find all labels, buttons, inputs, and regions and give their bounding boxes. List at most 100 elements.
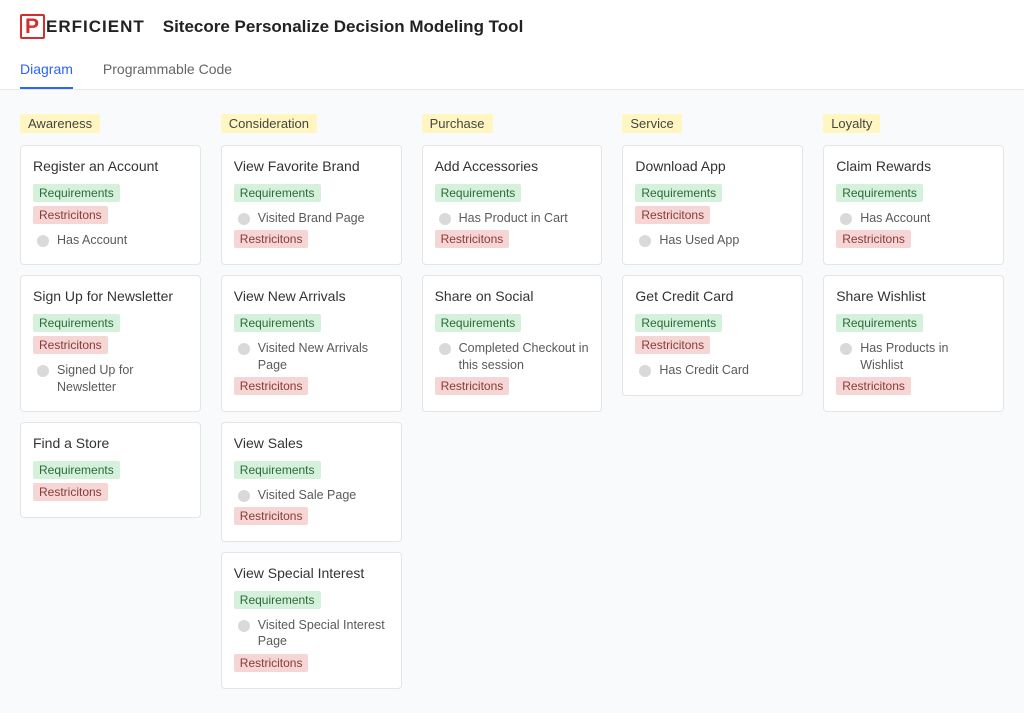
card-title: View Favorite Brand bbox=[234, 158, 389, 174]
requirements-tag: Requirements bbox=[234, 461, 321, 479]
column-consideration: Consideration View Favorite Brand Requirem… bbox=[221, 114, 402, 689]
decision-card[interactable]: View SalesRequirementsVisited Sale PageR… bbox=[221, 422, 402, 542]
bullet-icon bbox=[639, 235, 651, 247]
decision-card[interactable]: View Special Interest Requirements Visited… bbox=[221, 552, 402, 689]
card-title: Download App bbox=[635, 158, 790, 174]
tab-programmable-code[interactable]: Programmable Code bbox=[103, 53, 232, 89]
column-service: Service Download App Requirements Restricit… bbox=[622, 114, 803, 396]
decision-card[interactable]: View New Arrivals Requirements Visited New… bbox=[221, 275, 402, 412]
condition-item: Visited Sale Page bbox=[238, 487, 389, 503]
decision-card[interactable]: Get Credit CardRequirementsRestricitonsH… bbox=[622, 275, 803, 395]
requirements-tag: Requirements bbox=[234, 184, 321, 202]
column-header: Loyalty bbox=[823, 114, 880, 133]
condition-text: Has Credit Card bbox=[659, 362, 749, 378]
bullet-icon bbox=[37, 365, 49, 377]
restrictions-tag: Restricitons bbox=[234, 377, 309, 395]
condition-item: Visited Brand Page bbox=[238, 210, 389, 226]
brand-logo: P ERFICIENT bbox=[20, 14, 145, 39]
condition-text: Visited New Arrivals Page bbox=[258, 340, 389, 373]
condition-text: Has Used App bbox=[659, 232, 739, 248]
condition-text: Signed Up for Newsletter bbox=[57, 362, 188, 395]
brand-name: ERFICIENT bbox=[46, 17, 145, 37]
condition-text: Has Products in Wishlist bbox=[860, 340, 991, 373]
card-title: View Special Interest bbox=[234, 565, 389, 581]
column-header: Service bbox=[622, 114, 681, 133]
card-title: Sign Up for Newsletter bbox=[33, 288, 188, 304]
requirements-tag: Requirements bbox=[435, 314, 522, 332]
card-title: Share on Social bbox=[435, 288, 590, 304]
bullet-icon bbox=[238, 343, 250, 355]
restrictions-tag: Restricitons bbox=[635, 336, 710, 354]
bullet-icon bbox=[439, 213, 451, 225]
requirements-tag: Requirements bbox=[33, 184, 120, 202]
bullet-icon bbox=[439, 343, 451, 355]
card-title: Share Wishlist bbox=[836, 288, 991, 304]
bullet-icon bbox=[238, 490, 250, 502]
bullet-icon bbox=[37, 235, 49, 247]
card-title: Get Credit Card bbox=[635, 288, 790, 304]
condition-item: Has Product in Cart bbox=[439, 210, 590, 226]
condition-item: Has Credit Card bbox=[639, 362, 790, 378]
requirements-tag: Requirements bbox=[836, 314, 923, 332]
tab-bar: Diagram Programmable Code bbox=[0, 47, 1024, 90]
column-awareness: Awareness Register an Account Requirements… bbox=[20, 114, 201, 518]
restrictions-tag: Restricitons bbox=[635, 206, 710, 224]
column-purchase: Purchase Add Accessories Requirements Has P… bbox=[422, 114, 603, 412]
card-title: Find a Store bbox=[33, 435, 188, 451]
bullet-icon bbox=[840, 213, 852, 225]
bullet-icon bbox=[238, 213, 250, 225]
card-title: Register an Account bbox=[33, 158, 188, 174]
requirements-tag: Requirements bbox=[635, 184, 722, 202]
card-title: View New Arrivals bbox=[234, 288, 389, 304]
condition-text: Visited Brand Page bbox=[258, 210, 365, 226]
decision-card[interactable]: Download App Requirements Restricitons Has … bbox=[622, 145, 803, 265]
restrictions-tag: Restricitons bbox=[33, 336, 108, 354]
column-header: Purchase bbox=[422, 114, 493, 133]
decision-card[interactable]: View Favorite Brand Requirements Visited B… bbox=[221, 145, 402, 265]
card-title: Add Accessories bbox=[435, 158, 590, 174]
condition-item: Visited New Arrivals Page bbox=[238, 340, 389, 373]
condition-item: Signed Up for Newsletter bbox=[37, 362, 188, 395]
condition-item: Has Products in Wishlist bbox=[840, 340, 991, 373]
restrictions-tag: Restricitons bbox=[234, 230, 309, 248]
restrictions-tag: Restricitons bbox=[836, 230, 911, 248]
condition-text: Visited Special Interest Page bbox=[258, 617, 389, 650]
decision-card[interactable]: Claim Rewards Requirements Has Account Rest… bbox=[823, 145, 1004, 265]
requirements-tag: Requirements bbox=[836, 184, 923, 202]
decision-card[interactable]: Share on Social Requirements Completed Che… bbox=[422, 275, 603, 412]
decision-card[interactable]: Register an Account Requirements Restricit… bbox=[20, 145, 201, 265]
brand-mark: P bbox=[20, 14, 45, 39]
restrictions-tag: Restricitons bbox=[33, 483, 108, 501]
app-header: P ERFICIENT Sitecore Personalize Decisio… bbox=[0, 0, 1024, 47]
condition-text: Visited Sale Page bbox=[258, 487, 356, 503]
condition-item: Completed Checkout in this session bbox=[439, 340, 590, 373]
decision-card[interactable]: Find a Store Requirements Restricitons bbox=[20, 422, 201, 518]
bullet-icon bbox=[639, 365, 651, 377]
column-loyalty: Loyalty Claim Rewards Requirements Has Acco… bbox=[823, 114, 1004, 412]
restrictions-tag: Restricitons bbox=[33, 206, 108, 224]
column-header: Consideration bbox=[221, 114, 317, 133]
condition-text: Has Account bbox=[860, 210, 930, 226]
decision-card[interactable]: Sign Up for Newsletter Requirements Restri… bbox=[20, 275, 201, 412]
requirements-tag: Requirements bbox=[435, 184, 522, 202]
requirements-tag: Requirements bbox=[33, 461, 120, 479]
condition-text: Has Account bbox=[57, 232, 127, 248]
decision-card[interactable]: Share Wishlist Requirements Has Products i… bbox=[823, 275, 1004, 412]
condition-item: Has Account bbox=[37, 232, 188, 248]
board-area: Awareness Register an Account Requirements… bbox=[0, 90, 1024, 713]
requirements-tag: Requirements bbox=[234, 591, 321, 609]
condition-item: Has Used App bbox=[639, 232, 790, 248]
restrictions-tag: Restricitons bbox=[435, 230, 510, 248]
restrictions-tag: Restricitons bbox=[836, 377, 911, 395]
requirements-tag: Requirements bbox=[234, 314, 321, 332]
condition-text: Completed Checkout in this session bbox=[459, 340, 590, 373]
card-title: Claim Rewards bbox=[836, 158, 991, 174]
card-title: View Sales bbox=[234, 435, 389, 451]
page-title: Sitecore Personalize Decision Modeling T… bbox=[163, 17, 524, 37]
decision-card[interactable]: Add Accessories Requirements Has Product i… bbox=[422, 145, 603, 265]
requirements-tag: Requirements bbox=[33, 314, 120, 332]
condition-item: Visited Special Interest Page bbox=[238, 617, 389, 650]
column-header: Awareness bbox=[20, 114, 100, 133]
condition-text: Has Product in Cart bbox=[459, 210, 568, 226]
tab-diagram[interactable]: Diagram bbox=[20, 53, 73, 89]
